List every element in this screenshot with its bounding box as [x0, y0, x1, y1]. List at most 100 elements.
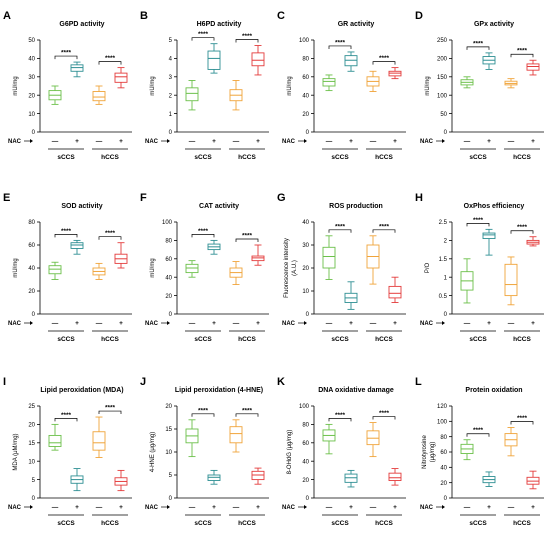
significance-bracket — [235, 39, 259, 43]
box-iqr — [207, 50, 221, 70]
nac-treatment-label: — — [233, 320, 240, 327]
box-4 — [388, 276, 402, 303]
y-tick-label: 100 — [162, 220, 173, 226]
y-tick-label: 100 — [437, 93, 448, 99]
box-4 — [388, 468, 402, 486]
box-1 — [322, 235, 336, 280]
panel-g: G ROS production 0 10 20 30 40 Fluorescence int… — [277, 192, 406, 343]
nac-treatment-label: + — [256, 320, 260, 327]
y-tick-label: 20 — [28, 423, 35, 429]
y-tick-label: 100 — [437, 420, 448, 426]
y-tick-label: 0 — [169, 130, 173, 136]
significance-label: **** — [105, 230, 116, 237]
nac-label: NAC — [420, 321, 434, 327]
group-label-sccs: sCCS — [469, 520, 487, 527]
significance-label: **** — [517, 415, 528, 422]
y-axis-label: mU/mg — [13, 76, 19, 95]
y-tick-label: 2 — [169, 93, 173, 99]
y-axis-label: mU/mg — [13, 258, 19, 277]
y-axis-label: MDA (μM/mg) — [13, 433, 19, 470]
y-axis-label: 8-OHdG (μg/mg) — [287, 430, 293, 475]
significance-label: **** — [473, 427, 484, 434]
box-2 — [482, 471, 496, 487]
panel-k: K DNA oxidative damage 0 20 40 60 80 100 8-OHdG … — [277, 376, 406, 527]
nac-treatment-label: + — [119, 138, 123, 145]
box-3 — [366, 235, 380, 285]
panel-title: CAT activity — [199, 203, 239, 210]
box-4 — [251, 467, 265, 485]
box-3 — [229, 80, 243, 111]
box-1 — [48, 423, 62, 451]
y-tick-label: 0 — [32, 496, 36, 502]
box-2 — [344, 51, 358, 72]
y-axis-label: P/O — [425, 263, 431, 274]
nac-treatment-label: — — [189, 138, 196, 145]
y-axis-label: mU/mg — [150, 258, 156, 277]
box-2 — [207, 469, 221, 485]
nac-treatment-label: + — [531, 320, 535, 327]
significance-label: **** — [242, 33, 253, 40]
box-1 — [185, 260, 199, 278]
box-4 — [251, 244, 265, 266]
box-2 — [482, 228, 496, 256]
significance-label: **** — [473, 217, 484, 224]
box-1 — [460, 439, 474, 461]
y-tick-label: 3 — [169, 75, 173, 81]
panel-letter: D — [415, 10, 423, 22]
nac-treatment-label: + — [212, 320, 216, 327]
box-1 — [185, 419, 199, 458]
group-label-sccs: sCCS — [57, 520, 75, 527]
box-3 — [92, 85, 106, 105]
nac-treatment-label: — — [52, 138, 59, 145]
significance-label: **** — [61, 412, 72, 419]
box-4 — [114, 469, 128, 492]
y-tick-label: 120 — [437, 404, 448, 410]
y-tick-label: 60 — [302, 75, 309, 81]
panel-letter: G — [277, 192, 286, 204]
box-3 — [504, 256, 518, 306]
panel-letter: L — [415, 376, 422, 388]
nac-treatment-label: + — [349, 138, 353, 145]
panel-letter: K — [277, 376, 285, 388]
significance-bracket — [328, 418, 352, 422]
group-label-hccs: hCCS — [513, 520, 531, 527]
nac-treatment-label: — — [370, 504, 377, 511]
significance-label: **** — [335, 412, 346, 419]
y-tick-label: 60 — [165, 257, 172, 263]
panel-letter: E — [3, 192, 10, 204]
group-label-hccs: hCCS — [513, 336, 531, 343]
nac-treatment-label: + — [256, 504, 260, 511]
nac-arrow-icon — [442, 505, 445, 509]
box-3 — [92, 262, 106, 280]
group-label-sccs: sCCS — [194, 154, 212, 161]
y-tick-label: 1.5 — [439, 257, 448, 263]
nac-treatment-label: + — [119, 320, 123, 327]
box-3 — [366, 422, 380, 458]
box-2 — [344, 469, 358, 488]
group-label-hccs: hCCS — [238, 154, 256, 161]
panel-letter: I — [3, 376, 6, 388]
y-tick-label: 60 — [28, 243, 35, 249]
panel-title: GR activity — [338, 21, 375, 28]
significance-bracket — [372, 416, 396, 420]
nac-treatment-label: — — [52, 504, 59, 511]
group-label-hccs: hCCS — [513, 154, 531, 161]
significance-label: **** — [379, 410, 390, 417]
box-2 — [70, 61, 84, 78]
nac-label: NAC — [8, 505, 22, 511]
nac-treatment-label: + — [531, 138, 535, 145]
y-tick-label: 0 — [32, 312, 36, 318]
box-iqr — [388, 472, 402, 481]
group-label-sccs: sCCS — [57, 336, 75, 343]
nac-treatment-label: — — [464, 138, 471, 145]
nac-treatment-label: — — [508, 504, 515, 511]
significance-bracket — [328, 229, 352, 233]
nac-treatment-label: + — [531, 504, 535, 511]
box-4 — [526, 470, 540, 490]
y-tick-label: 0 — [306, 496, 310, 502]
panel-d: D GPx activity 0 50 100 150 200 250 mU/mg **** ***… — [415, 10, 544, 161]
group-label-hccs: hCCS — [375, 336, 393, 343]
significance-bracket — [98, 61, 122, 65]
box-2 — [344, 281, 358, 310]
box-iqr — [504, 263, 518, 297]
